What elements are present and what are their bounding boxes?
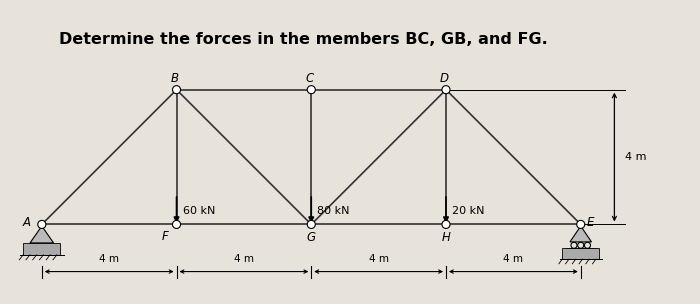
- Text: D: D: [440, 72, 449, 85]
- Circle shape: [307, 220, 315, 229]
- Text: G: G: [307, 231, 316, 244]
- Circle shape: [172, 86, 181, 94]
- Text: 60 kN: 60 kN: [183, 206, 215, 216]
- Text: E: E: [587, 216, 594, 229]
- Circle shape: [38, 220, 46, 229]
- Text: H: H: [442, 231, 450, 244]
- Polygon shape: [570, 226, 592, 242]
- Text: 4 m: 4 m: [369, 254, 389, 264]
- Circle shape: [577, 220, 584, 229]
- Text: A: A: [22, 216, 31, 229]
- Text: 4 m: 4 m: [503, 254, 524, 264]
- FancyBboxPatch shape: [23, 243, 60, 255]
- Text: 80 kN: 80 kN: [317, 206, 350, 216]
- Circle shape: [307, 86, 315, 94]
- Text: 4 m: 4 m: [99, 254, 119, 264]
- Polygon shape: [30, 226, 54, 243]
- Text: Determine the forces in the members BC, GB, and FG.: Determine the forces in the members BC, …: [59, 33, 547, 47]
- FancyBboxPatch shape: [562, 248, 599, 259]
- Text: 4 m: 4 m: [624, 152, 646, 162]
- Circle shape: [442, 220, 450, 229]
- Text: B: B: [171, 72, 179, 85]
- Circle shape: [172, 220, 181, 229]
- Text: F: F: [162, 230, 168, 243]
- Circle shape: [442, 86, 450, 94]
- Text: 4 m: 4 m: [234, 254, 254, 264]
- Text: 20 kN: 20 kN: [452, 206, 484, 216]
- Text: C: C: [305, 72, 314, 85]
